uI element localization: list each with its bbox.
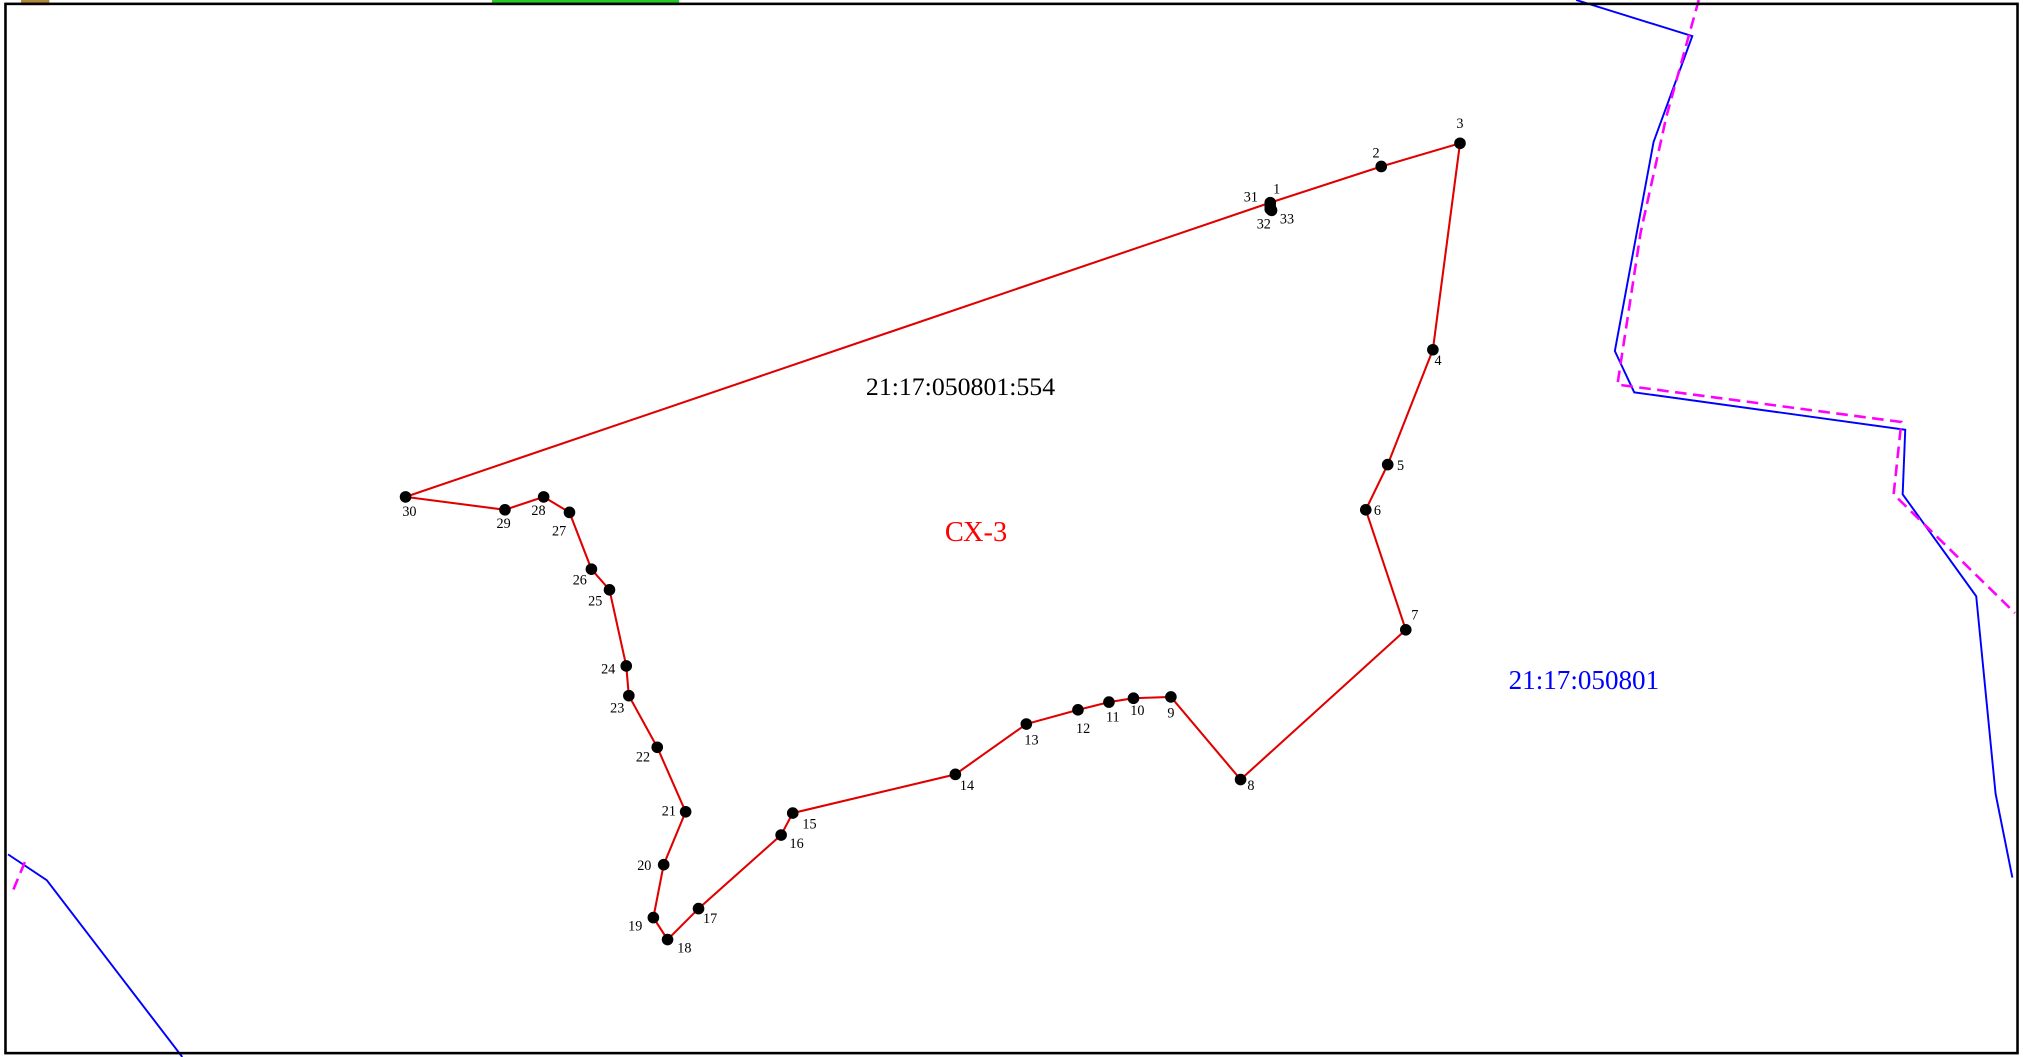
vertex-label: 16 [790, 836, 804, 852]
vertex-label: 27 [552, 524, 566, 540]
parcel: 1234567891011121314151617181920212223242… [399, 116, 1466, 956]
vertex-point [399, 491, 412, 503]
vertex-point [651, 741, 664, 754]
vertex-point [1265, 204, 1278, 217]
vertex-label: 21 [662, 804, 676, 820]
vertex-label: 6 [1374, 503, 1381, 519]
vertex-point [692, 902, 705, 915]
vertex-label: 9 [1167, 706, 1174, 722]
vertex-point [623, 689, 635, 702]
vertex-label: 15 [802, 817, 816, 833]
vertex-point [679, 805, 692, 818]
block-label: 21:17:050801 [1509, 665, 1660, 695]
vertex-point [949, 768, 962, 781]
zone-boundary [10, 861, 27, 894]
vertex-label: 5 [1397, 458, 1404, 474]
vertex-point [1427, 343, 1439, 356]
vertex-label: 13 [1024, 733, 1038, 749]
vertex-point [1165, 691, 1177, 703]
vertex-point [1127, 692, 1140, 705]
vertex-label: 12 [1076, 721, 1090, 737]
vertex-label: 17 [703, 911, 717, 927]
vertex-label: 28 [531, 503, 545, 519]
vertex-point [1399, 624, 1412, 636]
vertex-point [1454, 137, 1466, 150]
vertex-point [585, 563, 598, 575]
vertex-label: 30 [402, 504, 416, 520]
block-boundary [7, 853, 184, 1057]
vertex-label: 1 [1273, 182, 1280, 198]
vertex-label: 14 [960, 778, 974, 794]
vertex-label: 10 [1130, 703, 1144, 719]
vertex-label: 33 [1280, 211, 1294, 227]
vertex-point [620, 660, 633, 672]
vertex-point [657, 858, 670, 871]
vertex-label: 11 [1106, 709, 1120, 725]
vertex-label: 32 [1257, 216, 1271, 232]
vertex-point [1375, 160, 1388, 173]
vertex-label: 22 [636, 749, 650, 765]
zone-label: СХ-3 [945, 517, 1007, 548]
vertex-point [1020, 718, 1033, 730]
vertex-label: 25 [588, 593, 602, 609]
vertex-point [1072, 704, 1084, 716]
vertex-point [647, 911, 660, 924]
vertex-point [1381, 458, 1394, 471]
vertex-label: 20 [637, 858, 651, 874]
vertex-point [786, 807, 799, 819]
vertex-point [603, 583, 616, 596]
vertex-point [537, 491, 550, 503]
vertex-point [775, 829, 787, 841]
vertex-point [661, 933, 674, 946]
vertex-label: 7 [1411, 607, 1418, 623]
vertex-label: 23 [610, 700, 624, 716]
vertex-point [563, 506, 576, 519]
vertex-point [1103, 696, 1115, 708]
vertex-label: 24 [601, 662, 615, 678]
parcel-label: 21:17:050801:554 [866, 372, 1055, 401]
vertex-label: 18 [677, 940, 691, 956]
vertex-point [1359, 503, 1372, 516]
vertex-label: 3 [1456, 116, 1463, 132]
vertex-point [1234, 773, 1247, 786]
frame [4, 2, 2019, 1055]
vertex-label: 29 [497, 516, 511, 532]
vertex-label: 26 [573, 573, 587, 589]
vertex-point [499, 503, 511, 516]
vertex-label: 4 [1434, 353, 1441, 369]
vertex-label: 2 [1373, 145, 1380, 161]
vertex-label: 8 [1247, 778, 1254, 794]
vertex-label: 19 [628, 919, 642, 935]
vertex-label: 31 [1244, 189, 1258, 205]
